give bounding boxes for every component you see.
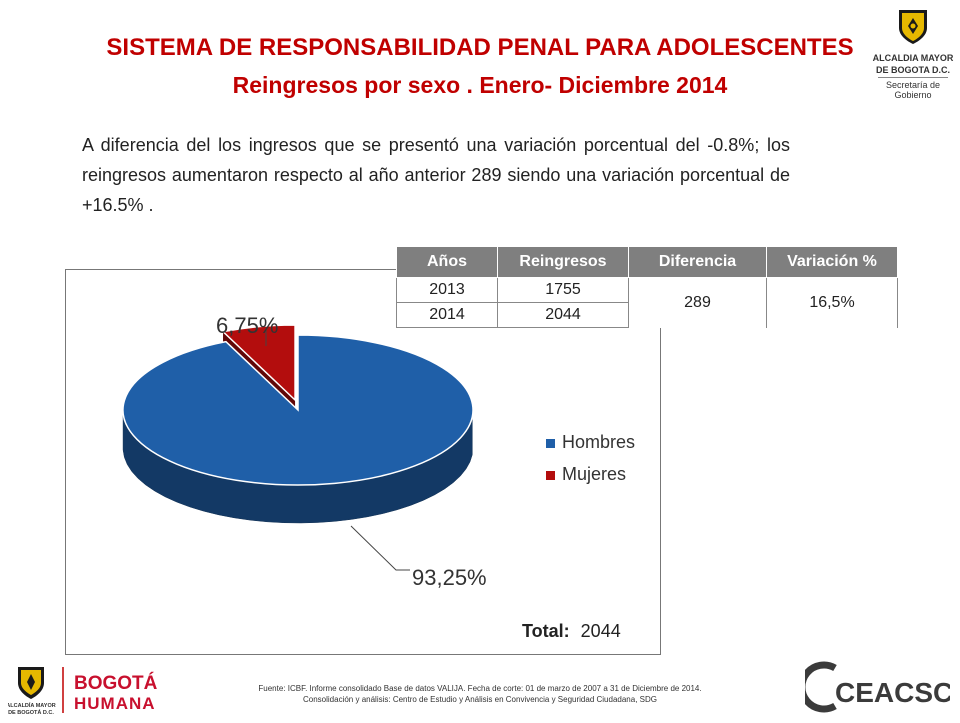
cell-year: 2013 (396, 277, 498, 303)
ceacsc-logo: CEACSC (798, 660, 953, 720)
logo-line-2: DE BOGOTA D.C. (876, 65, 950, 75)
page-subtitle: Reingresos por sexo . Enero- Diciembre 2… (232, 72, 728, 98)
ceacsc-logo-text: CEACSC (835, 677, 950, 708)
legend-swatch-mujeres (546, 471, 555, 480)
leader-line-hombres (350, 525, 410, 571)
table-header-row: Años Reingresos Diferencia Variación % (396, 246, 898, 278)
pie-slice-mujeres (221, 324, 296, 402)
header-diferencia: Diferencia (628, 246, 767, 278)
alcaldia-logo: ALCALDIA MAYOR DE BOGOTA D.C. Secretaría… (872, 6, 954, 100)
header-years: Años (396, 246, 498, 278)
logo-line-1: ALCALDIA MAYOR (872, 53, 954, 63)
footer-analysis-line: Consolidación y análisis: Centro de Estu… (303, 695, 657, 704)
legend-swatch-hombres (546, 439, 555, 448)
header-variacion: Variación % (766, 246, 898, 278)
footer-logo-small-2: DE BOGOTÁ D.C. (8, 709, 54, 716)
pie-chart: 6,75% 93,25% Hombres Mujeres Total: 2044 (122, 313, 635, 641)
data-label-hombres: 93,25% (412, 565, 487, 590)
page-title: SISTEMA DE RESPONSABILIDAD PENAL PARA AD… (106, 34, 854, 61)
total-value: 2044 (581, 621, 621, 641)
cell-variation: 16,5% (766, 277, 898, 328)
footer-source: Fuente: ICBF. Informe consolidado Base d… (220, 683, 740, 705)
bogota-humana-logo: ALCALDÍA MAYOR DE BOGOTÁ D.C. BOGOTÁ HUM… (6, 667, 158, 716)
pie-chart-frame: 6,75% 93,25% Hombres Mujeres Total: 2044 (65, 269, 661, 655)
total-label: Total: 2044 (522, 621, 621, 641)
ceacsc-logo-mark: CEACSC (798, 661, 953, 713)
footer-logo-humana: HUMANA (74, 694, 156, 713)
reingresos-table: Años Reingresos Diferencia Variación % 2… (396, 246, 898, 328)
legend-label-mujeres: Mujeres (562, 464, 626, 484)
cell-value: 1755 (497, 277, 629, 303)
table-row: 2013 1755 289 16,5% (396, 277, 898, 328)
cell-value: 2044 (497, 302, 629, 328)
footer-source-line: Fuente: ICBF. Informe consolidado Base d… (258, 684, 702, 693)
total-label-prefix: Total: (522, 621, 570, 641)
intro-paragraph: A diferencia del los ingresos que se pre… (82, 135, 790, 215)
footer-logo-small-1: ALCALDÍA MAYOR (8, 701, 56, 709)
footer-left-logos: ALCALDÍA MAYOR DE BOGOTÁ D.C. BOGOTÁ HUM… (6, 663, 208, 723)
coat-of-arms-icon (899, 10, 927, 44)
cell-difference: 289 (628, 277, 767, 328)
header-reingresos: Reingresos (497, 246, 629, 278)
data-label-mujeres: 6,75% (216, 313, 278, 338)
table-row: 2014 2044 (396, 302, 898, 328)
cell-year: 2014 (396, 302, 498, 328)
logo-line-3: Secretaría de Gobierno (885, 80, 941, 100)
footer-logo-bogota: BOGOTÁ (74, 672, 158, 694)
legend-label-hombres: Hombres (562, 432, 635, 452)
pie-slice-hombres (122, 334, 474, 486)
